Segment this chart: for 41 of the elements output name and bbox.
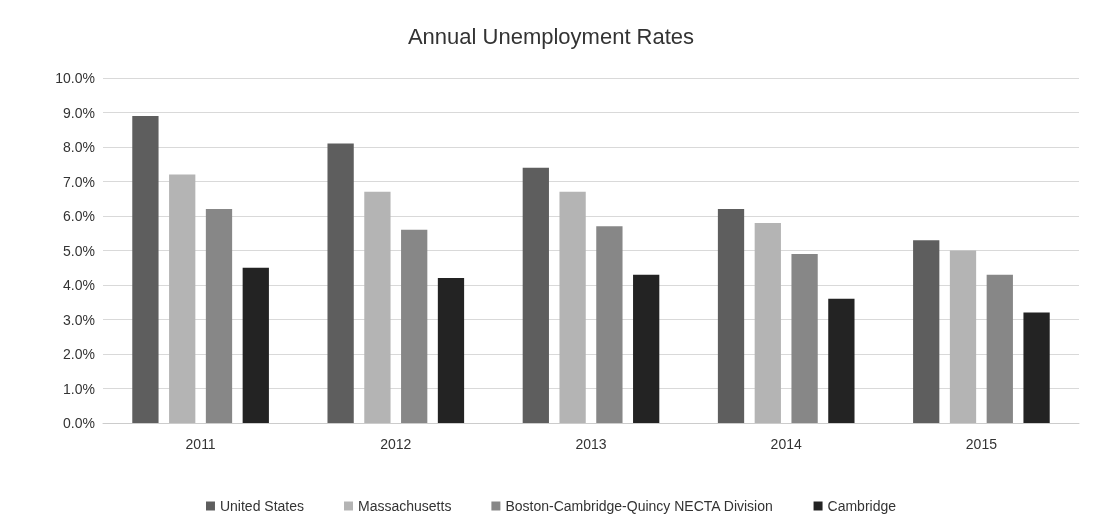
y-tick-label: 5.0% [63, 242, 95, 259]
bar [949, 250, 977, 423]
bar [364, 191, 391, 423]
bar [169, 174, 196, 423]
bar [717, 209, 745, 423]
chart-title: Annual Unemployment Rates [407, 23, 695, 49]
bar [828, 298, 855, 423]
bar [132, 115, 159, 423]
x-tick-label: 2014 [770, 436, 802, 452]
y-tick-label: 1.0% [63, 380, 95, 397]
x-tick-label: 2011 [185, 436, 216, 452]
y-tick-label: 8.0% [63, 139, 95, 155]
legend-label: Boston-Cambridge-Quincy NECTA Division [505, 498, 773, 514]
y-tick-label: 6.0% [63, 208, 95, 224]
bar [559, 191, 586, 423]
x-tick-label: 2013 [575, 436, 607, 452]
legend-label: Cambridge [827, 498, 897, 514]
bar [327, 143, 354, 423]
y-tick-label: 10.0% [55, 70, 95, 86]
bar [522, 167, 549, 423]
bar [791, 253, 818, 423]
bar [596, 226, 623, 423]
bar [633, 274, 660, 423]
bar [242, 267, 269, 423]
x-tick-label: 2015 [965, 436, 998, 452]
x-tick-label: 2012 [380, 436, 412, 452]
y-tick-label: 2.0% [63, 346, 95, 362]
bar [986, 274, 1013, 423]
legend-label: United States [219, 498, 305, 514]
bar [754, 222, 781, 423]
y-tick-label: 7.0% [63, 173, 95, 190]
bar [205, 209, 233, 423]
legend-label: Massachusetts [358, 498, 452, 514]
bar [913, 240, 940, 423]
y-tick-label: 4.0% [63, 277, 95, 293]
bar [1023, 312, 1050, 423]
y-tick-label: 3.0% [63, 311, 95, 328]
bar [437, 278, 465, 423]
y-tick-label: 0.0% [63, 415, 95, 431]
y-tick-label: 9.0% [63, 104, 95, 121]
bar [401, 229, 428, 423]
